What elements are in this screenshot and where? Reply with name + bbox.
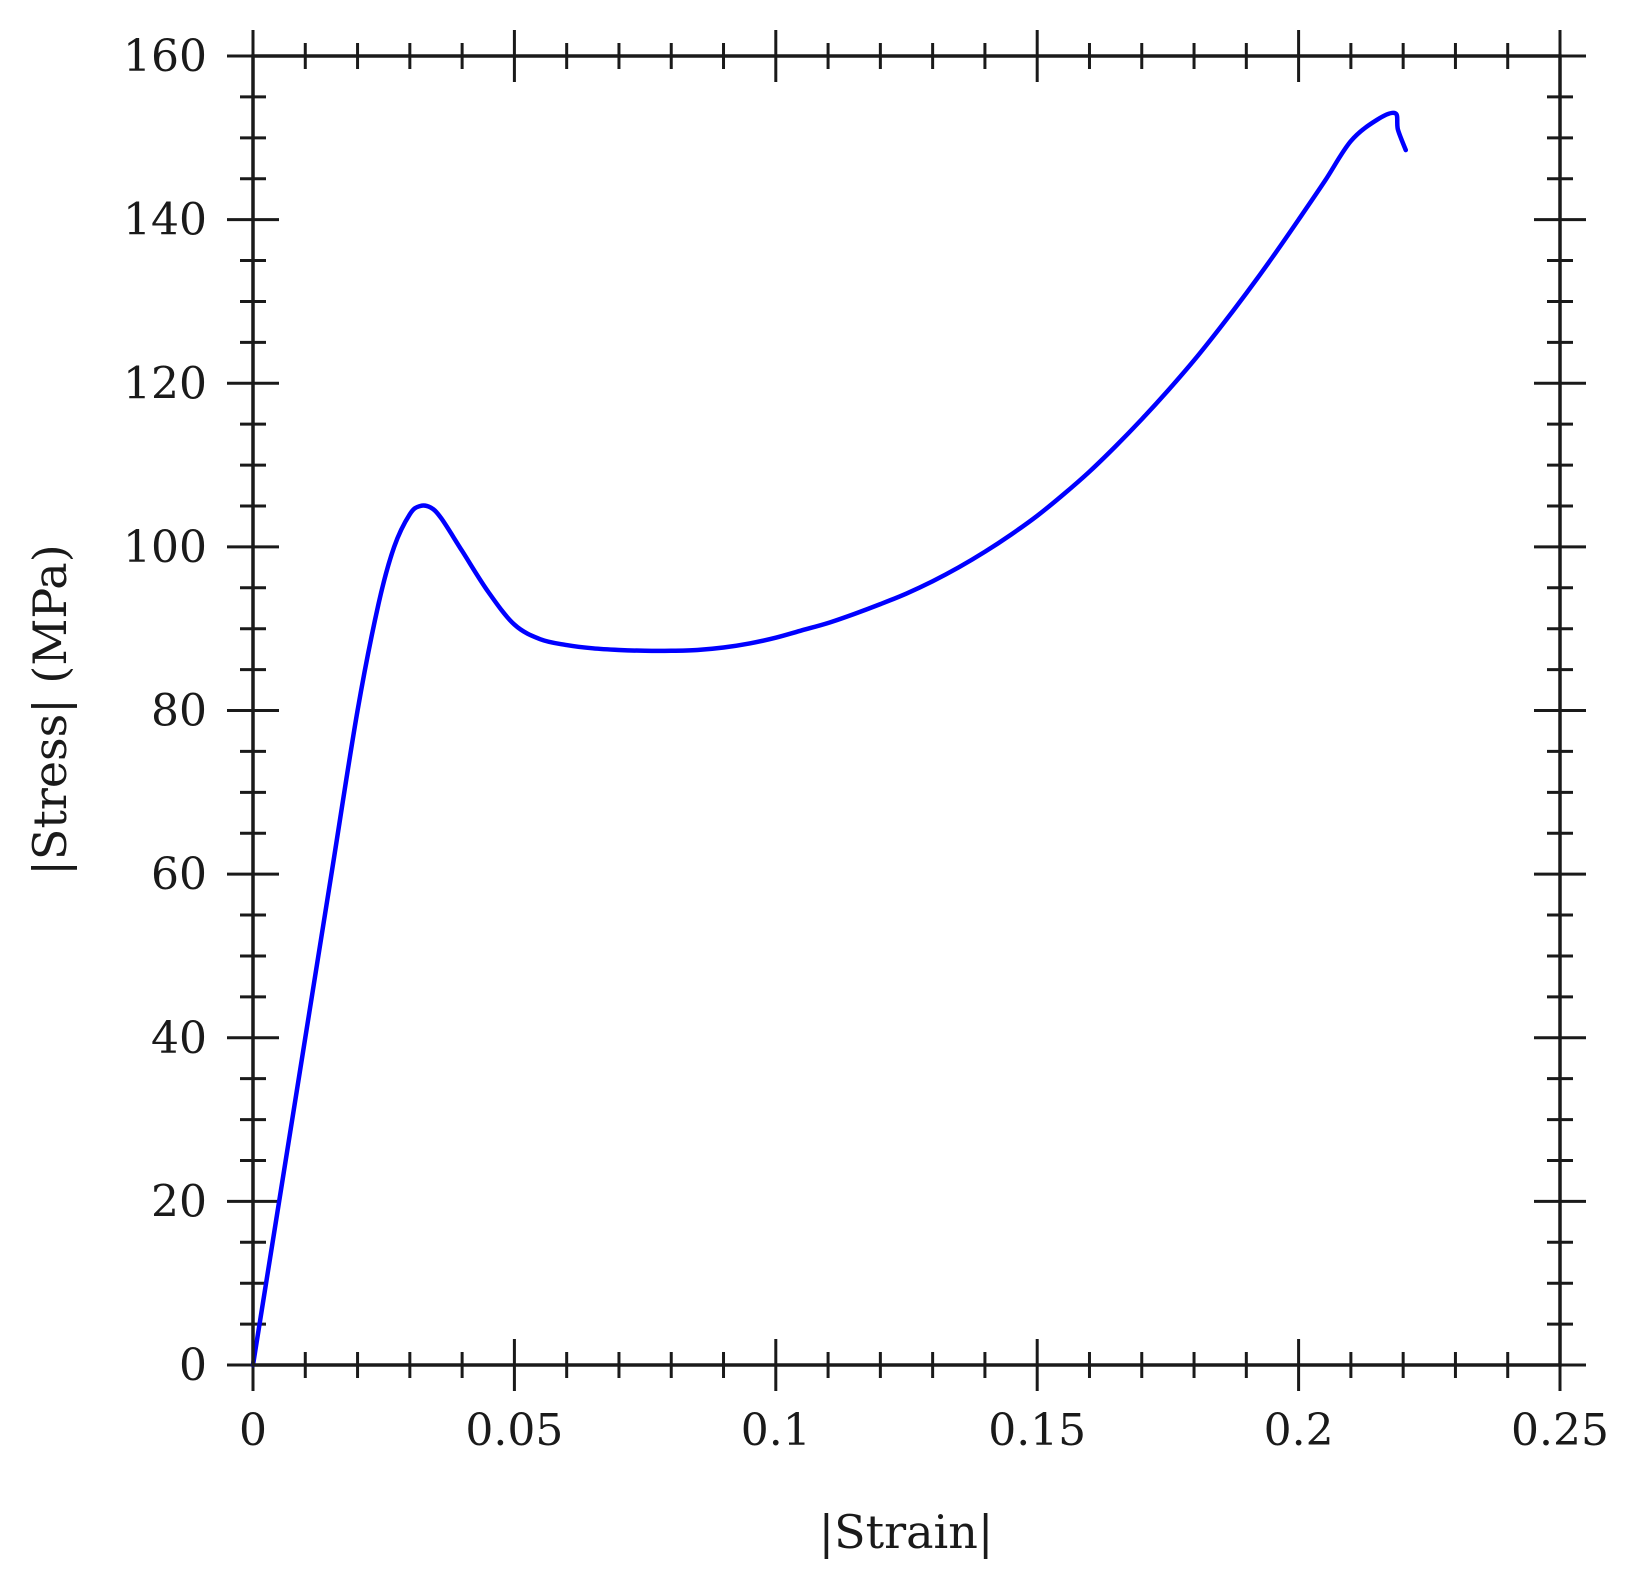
- y-tick-labels: 0 20 40 60 80 100 120 140 160: [123, 31, 207, 1391]
- x-tick-label: 0.05: [465, 1405, 563, 1456]
- stress-strain-curve: [250, 110, 1409, 1368]
- y-tick-label: 140: [123, 195, 207, 246]
- y-tick-label: 80: [151, 686, 207, 737]
- x-tick-label: 0.15: [988, 1405, 1086, 1456]
- y-axis-label: |Stress| (MPa): [23, 544, 77, 875]
- x-tick-label: 0.25: [1511, 1405, 1609, 1456]
- y-tick-label: 100: [123, 522, 207, 573]
- y-tick-label: 40: [151, 1013, 207, 1064]
- x-tick-label: 0.1: [741, 1405, 811, 1456]
- y-tick-label: 0: [179, 1340, 207, 1391]
- x-axis-label: |Strain|: [819, 1505, 994, 1559]
- axis-ticks: [227, 30, 1586, 1391]
- x-tick-labels: 0 0.05 0.1 0.15 0.2 0.25: [239, 1405, 1609, 1456]
- y-tick-label: 20: [151, 1176, 207, 1227]
- y-tick-label: 120: [123, 358, 207, 409]
- x-tick-label: 0: [239, 1405, 267, 1456]
- series-layer: [250, 110, 1409, 1368]
- x-tick-label: 0.2: [1264, 1405, 1334, 1456]
- plot-frame: [251, 54, 1562, 1367]
- y-tick-label: 160: [123, 31, 207, 82]
- y-tick-label: 60: [151, 849, 207, 900]
